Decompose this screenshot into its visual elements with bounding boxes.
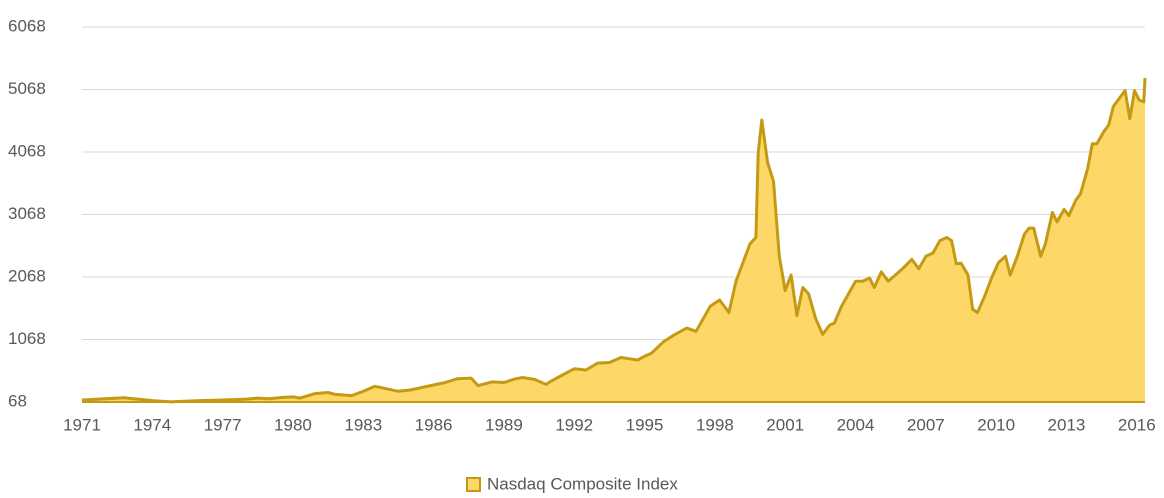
x-tick-label: 1974 <box>133 415 171 434</box>
x-tick-label: 2013 <box>1048 415 1086 434</box>
y-tick-label: 4068 <box>8 141 46 160</box>
legend-swatch <box>466 477 481 492</box>
x-tick-label: 2016 <box>1118 415 1156 434</box>
x-tick-label: 2007 <box>907 415 945 434</box>
x-tick-label: 1998 <box>696 415 734 434</box>
y-tick-label: 5068 <box>8 79 46 98</box>
x-tick-label: 1971 <box>63 415 101 434</box>
x-tick-label: 1992 <box>555 415 593 434</box>
x-tick-label: 2010 <box>977 415 1015 434</box>
y-tick-label: 68 <box>8 391 27 410</box>
x-tick-label: 1983 <box>344 415 382 434</box>
x-tick-label: 2001 <box>766 415 804 434</box>
area <box>82 78 1145 402</box>
y-tick-label: 3068 <box>8 204 46 223</box>
x-tick-label: 1977 <box>204 415 242 434</box>
x-tick-label: 1980 <box>274 415 312 434</box>
x-tick-label: 1989 <box>485 415 523 434</box>
legend-label: Nasdaq Composite Index <box>487 474 678 493</box>
x-tick-label: 1986 <box>415 415 453 434</box>
x-tick-label: 1995 <box>626 415 664 434</box>
y-tick-label: 1068 <box>8 329 46 348</box>
y-tick-label: 6068 <box>8 16 46 35</box>
area-line <box>81 78 1147 404</box>
x-tick-label: 2004 <box>837 415 875 434</box>
y-tick-label: 2068 <box>8 266 46 285</box>
